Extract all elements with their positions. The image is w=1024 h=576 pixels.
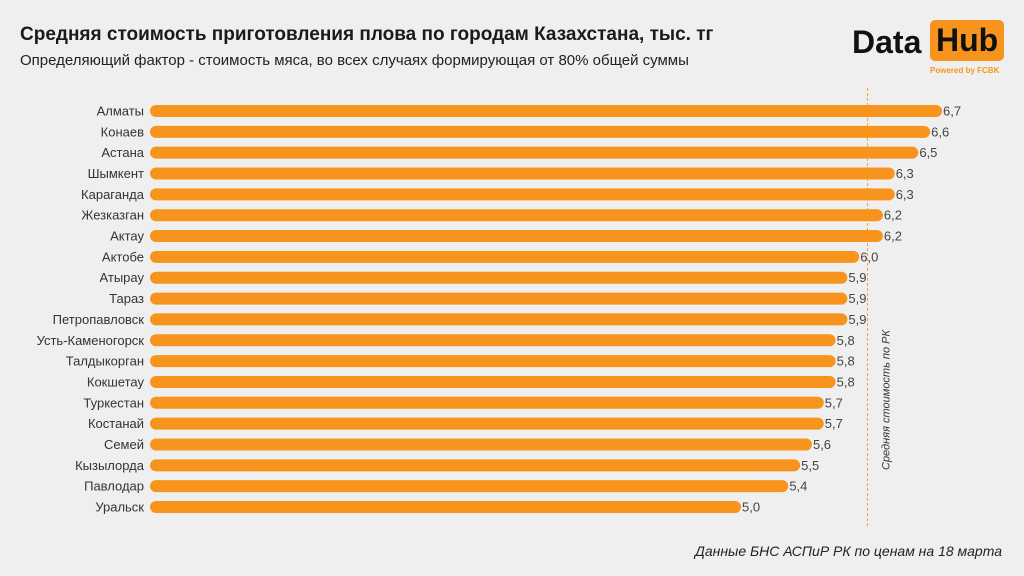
bar [150,209,883,222]
category-label: Усть-Каменогорск [37,333,145,348]
value-label: 6,2 [884,208,902,223]
bar [150,355,836,368]
chart-title: Средняя стоимость приготовления плова по… [20,24,714,45]
value-label: 6,0 [860,249,878,264]
bar [150,417,824,430]
category-label: Шымкент [88,166,144,181]
bar [150,501,742,513]
bar [150,271,848,284]
value-label: 5,9 [848,270,866,285]
value-label: 6,7 [943,104,961,119]
value-label: 5,5 [801,458,819,473]
value-label: 6,2 [884,229,902,244]
bar [150,188,895,201]
bar [150,167,895,180]
bar [150,334,836,347]
category-label: Атырау [100,270,145,285]
datahub-logo: Data Hub Powered by FCBK [852,20,1005,80]
value-label: 6,3 [896,187,914,202]
bar [150,125,931,138]
category-label: Костанай [88,416,144,431]
category-label: Алматы [97,104,144,119]
category-label: Кокшетау [87,374,145,389]
logo-powered-by: Powered by FCBK [930,66,1000,75]
bar [150,146,919,159]
value-label: 6,3 [896,166,914,181]
value-label: 5,8 [837,354,855,369]
source-note: Данные БНС АСПиР РК по ценам на 18 марта [694,543,1002,559]
value-label: 5,7 [825,416,843,431]
category-label: Актау [110,229,144,244]
bar [150,396,824,409]
category-label: Уральск [95,500,144,515]
category-label: Павлодар [84,479,144,494]
category-label: Талдыкорган [66,354,144,369]
category-label: Конаев [101,124,144,139]
bar [150,438,812,451]
category-label: Туркестан [83,395,144,410]
bar [150,292,848,305]
category-label: Жезказган [81,208,144,223]
bar [150,250,860,263]
value-label: 5,7 [825,395,843,410]
bar [150,459,801,472]
value-label: 5,4 [789,479,807,494]
bar [150,480,789,493]
category-label: Караганда [81,187,145,202]
category-label: Тараз [109,291,144,306]
value-label: 5,6 [813,437,831,452]
category-label: Актобе [102,249,144,264]
category-label: Петропавловск [53,312,145,327]
logo-text-data: Data [852,24,922,60]
value-label: 5,8 [837,333,855,348]
bar [150,105,942,117]
reference-line-label: Средняя стоимость по РК [881,330,893,470]
value-label: 6,5 [919,145,937,160]
bar [150,313,848,326]
value-label: 6,6 [931,124,949,139]
logo-text-hub: Hub [930,20,1005,61]
category-label: Астана [101,145,144,160]
value-label: 5,8 [837,374,855,389]
category-label: Кызылорда [75,458,145,473]
bar [150,230,883,243]
bar [150,375,836,388]
value-label: 5,9 [848,312,866,327]
value-label: 5,9 [848,291,866,306]
chart-subtitle: Определяющий фактор - стоимость мяса, во… [20,52,689,69]
category-label: Семей [104,437,144,452]
value-label: 5,0 [742,500,760,515]
